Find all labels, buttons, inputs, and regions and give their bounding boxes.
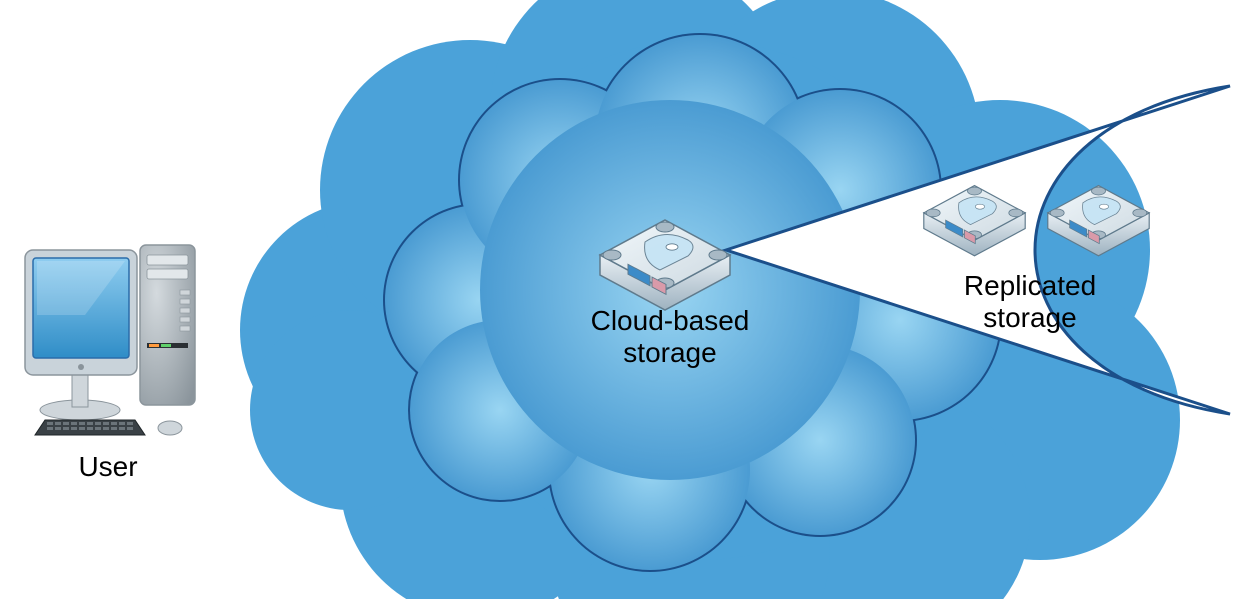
user-label: User (48, 451, 168, 483)
cloud-storage-label-line2: storage (623, 337, 716, 368)
user-label-text: User (78, 451, 137, 482)
user-computer-icon (25, 245, 195, 435)
replicated-storage-label: Replicated storage (900, 270, 1160, 334)
cloud-storage-label-line1: Cloud-based (591, 305, 750, 336)
cloud-storage-label: Cloud-based storage (540, 305, 800, 369)
replicated-storage-label-line1: Replicated (964, 270, 1096, 301)
replicated-storage-label-line2: storage (983, 302, 1076, 333)
